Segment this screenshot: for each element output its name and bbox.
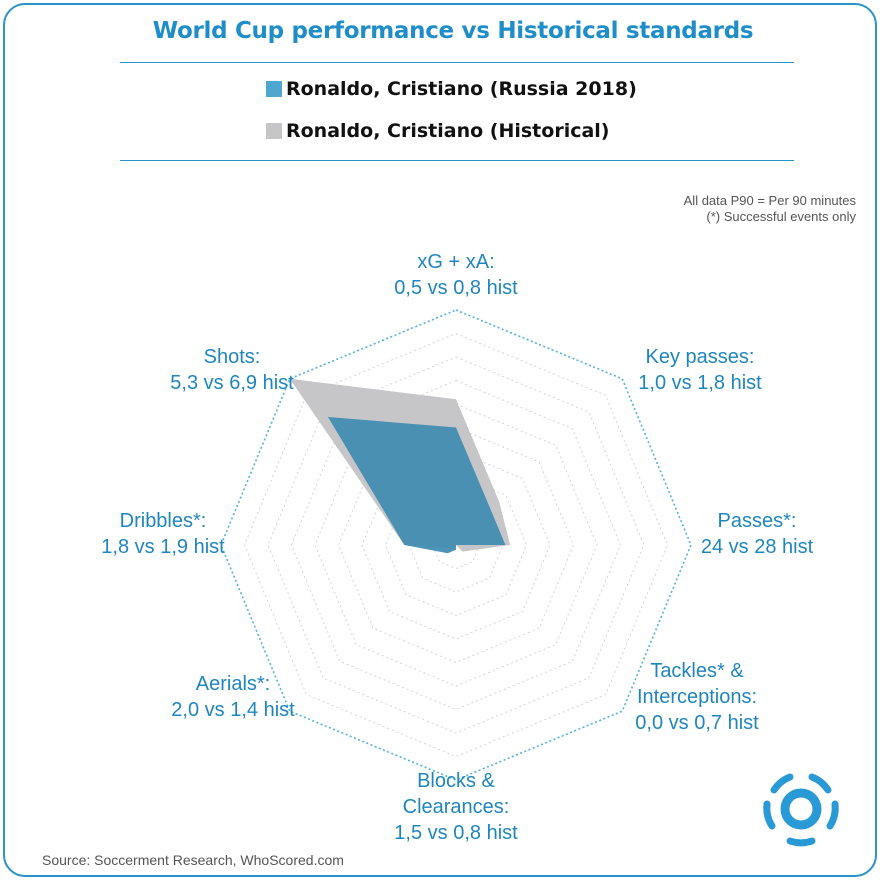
grid-ring-3 — [384, 473, 528, 617]
axis-label-line: Clearances: — [402, 796, 510, 818]
legend-item-current: Ronaldo, Cristiano (Russia 2018) — [266, 76, 637, 102]
axis-label-line: 2,0 vs 1,4 hist — [171, 699, 295, 721]
axis-label-5: Blocks & Clearances: 1,5 vs 0,8 hist — [394, 768, 517, 846]
series-current-area — [328, 417, 506, 554]
axis-label-7: Dribbles*: 1,8 vs 1,9 hist — [101, 508, 224, 560]
axis-label-line: 1,8 vs 1,9 hist — [101, 536, 225, 558]
axis-label-2: Key passes: 1,0 vs 1,8 hist — [638, 344, 761, 396]
legend-divider — [120, 160, 794, 161]
axis-label-line: 0,0 vs 0,7 hist — [635, 712, 759, 734]
axis-label-line: 24 vs 28 hist — [700, 536, 814, 558]
axis-label-line: 0,5 vs 0,8 hist — [394, 277, 518, 299]
axis-label-line: 1,5 vs 0,8 hist — [394, 822, 518, 844]
axis-label-line: Tackles* & — [650, 660, 744, 682]
legend-item-historical: Ronaldo, Cristiano (Historical) — [266, 118, 609, 144]
axis-label-8: Shots: 5,3 vs 6,9 hist — [170, 344, 293, 396]
grid-ring-9 — [243, 332, 669, 758]
axis-label-4: Tackles* & Interceptions: 0,0 vs 0,7 hist — [635, 658, 758, 736]
data-note-line-2: (*) Successful events only — [706, 209, 856, 224]
legend-swatch-historical — [266, 123, 282, 139]
axis-label-line: Dribbles*: — [119, 510, 207, 532]
axis-label-line: Interceptions: — [636, 686, 758, 708]
title-divider — [120, 62, 794, 63]
legend-swatch-current — [266, 81, 282, 97]
grid-ring-6 — [314, 403, 598, 687]
axis-label-line: Shots: — [203, 346, 261, 368]
grid-ring-4 — [361, 450, 551, 640]
axis-label-line: Blocks & — [417, 770, 495, 792]
axis-label-6: Aerials*: 2,0 vs 1,4 hist — [171, 671, 294, 723]
axis-label-line: Aerials*: — [195, 673, 271, 695]
data-note-line-1: All data P90 = Per 90 minutes — [683, 193, 856, 208]
soccerment-logo-icon — [763, 773, 839, 847]
data-note: All data P90 = Per 90 minutes (*) Succes… — [684, 193, 856, 225]
axis-label-line: 1,0 vs 1,8 hist — [638, 372, 762, 394]
axis-label-3: Passes*: 24 vs 28 hist — [701, 508, 813, 560]
axis-label-1: xG + xA: 0,5 vs 0,8 hist — [394, 249, 517, 301]
legend-label-current: Ronaldo, Cristiano (Russia 2018) — [286, 78, 637, 100]
grid-ring-1 — [431, 520, 481, 570]
axis-label-line: 5,3 vs 6,9 hist — [170, 372, 294, 394]
axis-label-line: xG + xA: — [417, 251, 495, 273]
legend-label-historical: Ronaldo, Cristiano (Historical) — [286, 120, 610, 142]
source-credit: Source: Soccerment Research, WhoScored.c… — [42, 852, 344, 868]
axis-label-line: Passes*: — [717, 510, 797, 532]
axis-label-line: Key passes: — [645, 346, 755, 368]
radar-outline — [220, 309, 692, 781]
chart-title: World Cup performance vs Historical stan… — [152, 18, 754, 44]
grid-ring-8 — [267, 356, 645, 734]
